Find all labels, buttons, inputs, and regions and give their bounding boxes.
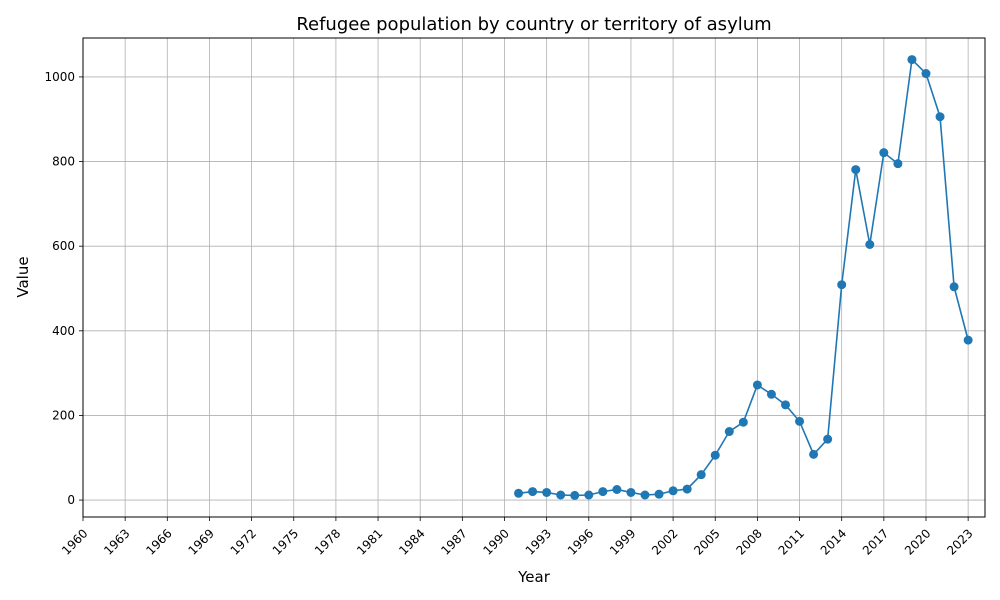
series-markers (514, 55, 973, 500)
data-point (766, 389, 776, 399)
x-tick-label: 2014 (818, 526, 849, 557)
y-tick-label: 400 (52, 324, 75, 338)
data-point (598, 487, 608, 497)
x-tick-label: 1984 (396, 526, 427, 557)
x-tick-label: 1963 (101, 526, 132, 557)
data-point (893, 159, 903, 169)
data-point (752, 380, 762, 390)
x-tick-label: 1987 (438, 526, 469, 557)
data-point (570, 490, 580, 500)
data-point (935, 112, 945, 122)
data-point (584, 490, 594, 500)
y-tick-label: 600 (52, 239, 75, 253)
plot-frame (82, 37, 986, 518)
axes: 1960 1963 1966 1969 1972 1975 1978 1981 1984 1987… (44, 37, 986, 558)
data-point (738, 417, 748, 427)
x-tick-label: 1960 (59, 526, 90, 557)
data-point (865, 239, 875, 249)
x-tick-label: 1996 (565, 526, 596, 557)
data-point (654, 489, 664, 499)
y-tick-label: 200 (52, 408, 75, 422)
x-tick-label: 1972 (228, 526, 259, 557)
data-point (612, 484, 622, 494)
data-point (907, 55, 917, 65)
x-tick-label: 1975 (270, 526, 301, 557)
data-point (949, 282, 959, 292)
x-tick-label: 1981 (354, 526, 385, 557)
x-tick-label: 2002 (649, 526, 680, 557)
data-point (795, 416, 805, 426)
x-tick-label: 2005 (691, 526, 722, 557)
data-point (921, 69, 931, 79)
series-line-layer (518, 57, 969, 497)
x-tick-label: 2023 (944, 526, 975, 557)
data-point (710, 450, 720, 460)
x-tick-label: 1999 (607, 526, 638, 557)
x-tick-label: 1978 (312, 526, 343, 557)
y-tick-label: 0 (67, 493, 75, 507)
x-tick-label: 1990 (481, 526, 512, 557)
data-point (668, 486, 678, 496)
x-tick-label: 1969 (185, 526, 216, 557)
y-tick-label: 1000 (44, 70, 75, 84)
data-point (780, 400, 790, 410)
data-point (640, 490, 650, 500)
x-tick-label: 2020 (902, 526, 933, 557)
data-point (851, 165, 861, 175)
y-axis-label: Value (14, 256, 32, 297)
y-tick-label: 800 (52, 155, 75, 169)
data-point (963, 335, 973, 345)
data-point (528, 487, 538, 497)
x-tick-label: 1993 (523, 526, 554, 557)
x-tick-label: 2008 (733, 526, 764, 557)
data-point (724, 427, 734, 437)
series-line (518, 57, 969, 497)
x-tick-label: 2017 (860, 526, 891, 557)
data-point (626, 487, 636, 497)
x-axis-label: Year (517, 568, 551, 586)
data-point (514, 488, 524, 498)
grid (82, 38, 985, 517)
x-tick-label: 1966 (143, 526, 174, 557)
data-point (682, 484, 692, 494)
data-point (696, 470, 706, 480)
data-point (542, 487, 552, 497)
data-point (837, 280, 847, 290)
x-tick-label: 2011 (776, 526, 807, 557)
data-point (879, 148, 889, 158)
data-point (823, 434, 833, 444)
chart-title: Refugee population by country or territo… (296, 14, 771, 35)
data-point (809, 449, 819, 459)
data-point (556, 490, 566, 500)
